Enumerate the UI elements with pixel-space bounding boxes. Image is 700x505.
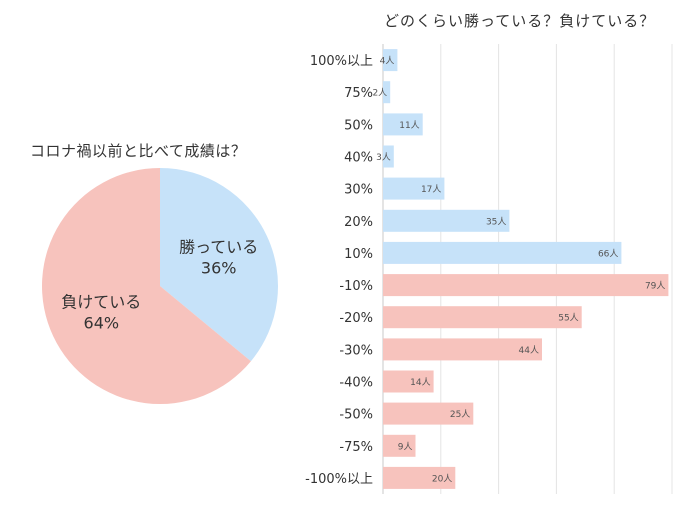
category-label: 100%以上 — [310, 54, 373, 69]
bar — [383, 49, 398, 72]
bar — [383, 209, 510, 232]
category-label: -20% — [339, 311, 373, 326]
pie-slice — [160, 167, 279, 362]
category-label: -10% — [339, 279, 373, 294]
bar-value-label: 35人 — [486, 216, 506, 227]
bar — [383, 306, 582, 329]
bar-value-label: 79人 — [645, 281, 665, 292]
pie-slice-label: 勝っている — [179, 237, 258, 256]
bar-value-label: 17人 — [421, 184, 441, 195]
bar-value-label: 66人 — [598, 248, 618, 259]
bar — [383, 81, 391, 104]
bar-value-label: 4人 — [380, 56, 395, 67]
bar — [383, 370, 434, 393]
bar-value-label: 11人 — [399, 120, 419, 131]
bar-value-label: 2人 — [372, 88, 387, 99]
pie-slice-label: 負けている — [61, 293, 141, 312]
bar-value-label: 55人 — [558, 313, 578, 324]
bar — [383, 338, 542, 361]
bar-value-label: 25人 — [450, 409, 470, 420]
category-label: -30% — [339, 343, 373, 358]
pie-slice-value: 36% — [201, 258, 237, 277]
bar — [383, 434, 416, 457]
bar — [383, 241, 622, 264]
bar-value-label: 14人 — [410, 377, 430, 388]
bar-value-label: 44人 — [519, 345, 539, 356]
pie-chart-title: コロナ禍以前と比べて成績は？ — [30, 142, 247, 160]
bar — [383, 402, 474, 425]
bar-chart-title: どのくらい勝っている？負けている？ — [384, 12, 656, 30]
category-label: 40% — [344, 151, 373, 166]
bar — [383, 113, 423, 136]
bar — [383, 466, 456, 489]
pie-slice — [42, 168, 251, 404]
bar-value-label: 9人 — [398, 441, 413, 452]
category-label: 20% — [344, 215, 373, 230]
bar-value-label: 20人 — [432, 473, 452, 484]
category-label: 50% — [344, 118, 373, 133]
category-label: -75% — [339, 440, 373, 455]
pie-slice-value: 64% — [84, 314, 120, 333]
category-label: -40% — [339, 376, 373, 391]
bar — [383, 177, 445, 200]
category-label: 30% — [344, 183, 373, 198]
bar-value-label: 3人 — [376, 152, 391, 163]
category-label: 10% — [344, 247, 373, 262]
category-label: -100%以上 — [305, 472, 373, 487]
category-label: 75% — [344, 86, 373, 101]
bar — [383, 274, 669, 297]
category-label: -50% — [339, 408, 373, 423]
bar — [383, 145, 394, 168]
